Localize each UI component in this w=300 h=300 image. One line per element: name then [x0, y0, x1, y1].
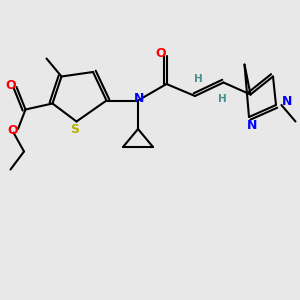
Text: H: H [194, 74, 202, 85]
Text: N: N [134, 92, 144, 106]
Text: S: S [70, 123, 80, 136]
Text: O: O [7, 124, 18, 137]
Text: O: O [156, 46, 167, 60]
Text: N: N [282, 95, 292, 108]
Text: N: N [247, 119, 257, 132]
Text: O: O [6, 79, 16, 92]
Text: H: H [218, 94, 226, 104]
